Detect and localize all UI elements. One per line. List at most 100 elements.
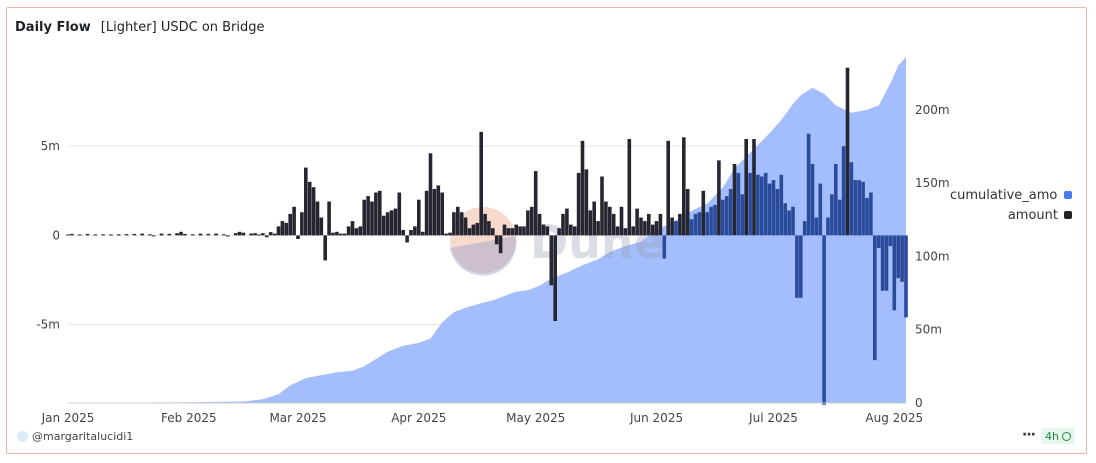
legend-item-cumulative[interactable]: cumulative_amount (950, 185, 1072, 205)
amount-bar (77, 234, 82, 236)
amount-bar (358, 226, 363, 236)
refresh-status-badge[interactable]: 4h (1041, 428, 1075, 444)
amount-bar (518, 226, 522, 236)
amount-bar (300, 212, 304, 236)
amount-bar (647, 213, 651, 236)
amount-bar (175, 233, 179, 236)
amount-bar (561, 213, 565, 236)
chart-title: Daily Flow (15, 19, 91, 35)
amount-bar (530, 206, 534, 236)
amount-bar (545, 226, 550, 236)
amount-bar (296, 235, 300, 239)
amount-bar (206, 233, 211, 236)
amount-bar (280, 221, 285, 236)
amount-bar (541, 224, 546, 236)
amount-bar (292, 206, 296, 236)
more-options-button[interactable]: ··· (1022, 427, 1036, 443)
amount-bar (709, 206, 713, 236)
y-right-tick-label: 0 (915, 396, 923, 410)
amount-bar (444, 233, 448, 236)
y-left-tick-label: 5m (41, 139, 60, 153)
amount-bar (452, 212, 456, 236)
amount-bar (896, 235, 900, 279)
y-left-tick-label: 0 (52, 228, 60, 242)
amount-bar (498, 235, 503, 254)
amount-bar (674, 221, 678, 236)
amount-bar (569, 224, 573, 236)
amount-bar (635, 208, 639, 236)
amount-bar (670, 217, 674, 236)
x-tick-label: Jul 2025 (748, 411, 798, 425)
amount-bar (631, 226, 635, 236)
amount-bar (865, 197, 869, 236)
amount-bar (818, 183, 823, 236)
amount-bar (428, 153, 433, 236)
amount-bar (140, 233, 144, 236)
amount-bar (510, 228, 515, 236)
author-link[interactable]: @margaritalucidi1 (17, 430, 133, 443)
y-right-tick-label: 50m (915, 323, 942, 337)
amount-bar (413, 226, 417, 236)
amount-bar (70, 233, 74, 236)
amount-bar (900, 235, 904, 282)
amount-bar (304, 167, 308, 236)
y-right-tick-label: 200m (915, 103, 950, 117)
amount-bar (884, 235, 889, 291)
amount-bar (760, 176, 764, 236)
amount-bar (904, 235, 908, 318)
amount-bar (109, 234, 113, 236)
amount-bar (327, 201, 331, 236)
amount-bar (740, 194, 745, 236)
amount-bar (728, 189, 733, 236)
amount-bar (350, 221, 355, 236)
x-tick-label: Jun 2025 (629, 411, 683, 425)
amount-bar (237, 231, 242, 236)
amount-bar (604, 201, 608, 236)
x-tick-label: Mar 2025 (269, 411, 326, 425)
amount-bar (892, 235, 897, 311)
amount-bar (494, 235, 499, 245)
amount-bar (767, 183, 772, 236)
amount-bar (822, 235, 826, 405)
amount-bar (198, 233, 203, 236)
amount-bar (183, 233, 187, 236)
amount-bar (713, 205, 717, 236)
amount-bar (826, 217, 830, 236)
amount-bar (658, 213, 663, 236)
amount-bar (837, 199, 842, 236)
amount-bar (876, 235, 881, 248)
amount-bar (436, 185, 441, 236)
amount-bar (619, 206, 624, 236)
amount-bar (393, 208, 398, 236)
amount-bar (514, 224, 518, 236)
amount-bar (752, 139, 756, 236)
legend-label-cumulative: cumulative_amount (950, 187, 1058, 203)
amount-bar (799, 235, 803, 298)
amount-bar (424, 190, 429, 236)
amount-bar (362, 199, 366, 236)
amount-bar (342, 233, 347, 236)
amount-bar (662, 235, 667, 259)
amount-bar (397, 192, 402, 236)
amount-bar (596, 221, 600, 236)
amount-bar (284, 222, 289, 236)
amount-bar (214, 233, 218, 236)
amount-bar (615, 226, 620, 236)
amount-bar (233, 233, 238, 236)
amount-bar (744, 139, 748, 236)
amount-bar (366, 196, 370, 236)
amount-bar (682, 137, 686, 236)
legend-item-amount[interactable]: amount (950, 205, 1072, 225)
amount-bar (880, 235, 885, 291)
amount-bar (456, 206, 460, 236)
amount-bar (611, 213, 616, 236)
chart-subtitle: [Lighter] USDC on Bridge (100, 19, 265, 35)
amount-bar (771, 180, 776, 236)
amount-bar (124, 234, 129, 236)
amount-bar (272, 233, 277, 236)
amount-bar (795, 235, 799, 298)
amount-bar (85, 233, 90, 236)
amount-bar (385, 212, 390, 236)
legend[interactable]: cumulative_amount amount (950, 185, 1072, 225)
amount-bar (331, 232, 335, 236)
